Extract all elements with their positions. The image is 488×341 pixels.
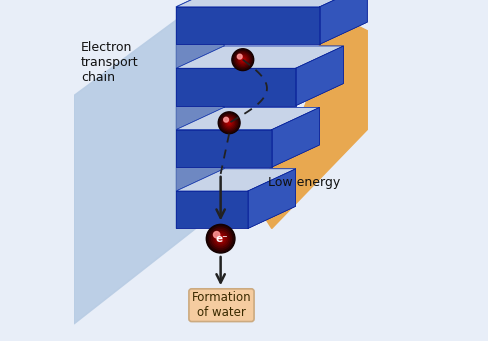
Polygon shape bbox=[176, 68, 295, 106]
Circle shape bbox=[215, 233, 225, 244]
Polygon shape bbox=[176, 169, 295, 191]
Circle shape bbox=[213, 232, 227, 246]
Polygon shape bbox=[247, 7, 366, 228]
Text: Low energy: Low energy bbox=[268, 176, 340, 189]
Polygon shape bbox=[74, 0, 224, 324]
Polygon shape bbox=[176, 7, 319, 44]
Circle shape bbox=[219, 113, 238, 132]
Polygon shape bbox=[176, 107, 319, 130]
Circle shape bbox=[223, 117, 228, 122]
Polygon shape bbox=[295, 46, 343, 106]
Polygon shape bbox=[319, 0, 366, 44]
Circle shape bbox=[218, 112, 240, 134]
Text: Electron
transport
chain: Electron transport chain bbox=[81, 41, 138, 84]
Polygon shape bbox=[247, 169, 295, 228]
Circle shape bbox=[209, 228, 231, 250]
Circle shape bbox=[241, 58, 244, 61]
FancyBboxPatch shape bbox=[188, 289, 254, 322]
Text: Formation
of water: Formation of water bbox=[191, 291, 251, 319]
Polygon shape bbox=[176, 46, 343, 68]
Circle shape bbox=[236, 53, 249, 66]
Circle shape bbox=[217, 235, 224, 242]
Circle shape bbox=[227, 121, 230, 124]
Polygon shape bbox=[176, 46, 343, 68]
Circle shape bbox=[238, 56, 246, 64]
Circle shape bbox=[213, 232, 219, 238]
Polygon shape bbox=[176, 0, 224, 228]
Circle shape bbox=[206, 224, 234, 253]
Circle shape bbox=[222, 116, 236, 130]
Polygon shape bbox=[176, 68, 295, 106]
Polygon shape bbox=[176, 130, 271, 167]
Polygon shape bbox=[176, 0, 366, 7]
Circle shape bbox=[219, 237, 222, 240]
Polygon shape bbox=[176, 107, 319, 130]
Circle shape bbox=[208, 226, 233, 251]
Polygon shape bbox=[176, 7, 319, 44]
Circle shape bbox=[234, 51, 250, 68]
Circle shape bbox=[221, 115, 237, 131]
Polygon shape bbox=[319, 0, 366, 44]
Circle shape bbox=[226, 120, 231, 125]
Polygon shape bbox=[271, 107, 319, 167]
Polygon shape bbox=[176, 130, 271, 167]
Polygon shape bbox=[176, 169, 295, 191]
Polygon shape bbox=[176, 191, 247, 228]
Circle shape bbox=[240, 57, 245, 62]
Polygon shape bbox=[247, 169, 295, 228]
Circle shape bbox=[224, 119, 233, 127]
Polygon shape bbox=[176, 191, 247, 228]
Circle shape bbox=[211, 230, 229, 248]
Text: e⁻: e⁻ bbox=[215, 234, 227, 244]
Circle shape bbox=[237, 54, 248, 65]
Polygon shape bbox=[271, 107, 319, 167]
Circle shape bbox=[237, 54, 242, 59]
Polygon shape bbox=[176, 0, 366, 7]
Circle shape bbox=[223, 117, 234, 128]
Circle shape bbox=[233, 50, 252, 69]
Polygon shape bbox=[295, 46, 343, 106]
Circle shape bbox=[231, 49, 253, 71]
